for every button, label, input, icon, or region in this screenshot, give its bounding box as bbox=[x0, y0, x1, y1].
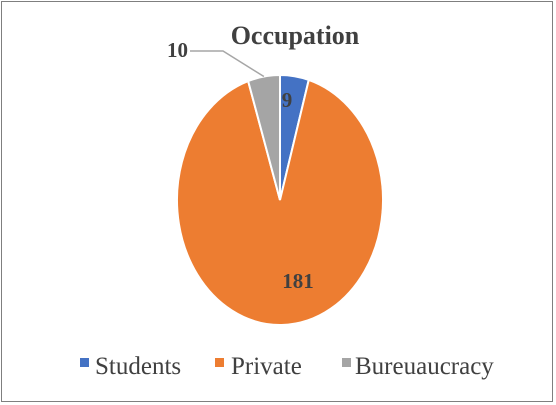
data-label-private: 181 bbox=[282, 269, 314, 293]
pie-slice-bureuaucracy bbox=[246, 73, 281, 201]
pie-slice-private bbox=[176, 78, 384, 326]
chart-title: Occupation bbox=[231, 21, 360, 50]
data-label-bureuaucracy: 10 bbox=[167, 38, 188, 62]
legend-label-bureuaucracy: Bureuaucracy bbox=[355, 353, 494, 380]
pie-slices bbox=[176, 73, 384, 326]
data-label-students: 9 bbox=[282, 88, 293, 112]
legend-swatch-students bbox=[80, 358, 89, 367]
legend-swatch-private bbox=[215, 358, 224, 367]
legend-label-students: Students bbox=[95, 353, 181, 380]
leader-line-bureuaucracy bbox=[190, 50, 265, 78]
legend-swatch-bureuaucracy bbox=[342, 358, 351, 367]
pie-data-labels: 9 181 10 bbox=[167, 38, 314, 293]
legend-label-private: Private bbox=[231, 353, 302, 380]
chart-legend: Students Private Bureuaucracy bbox=[80, 353, 494, 380]
